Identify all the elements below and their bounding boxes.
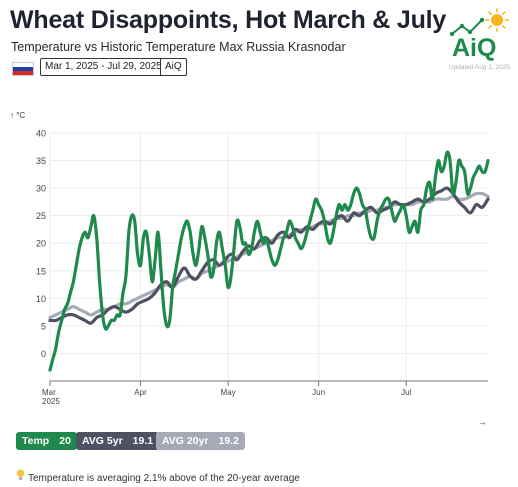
chart-series: [48, 150, 490, 372]
arrow-right-icon: →: [478, 417, 487, 427]
legend-temp-value: 20: [59, 435, 71, 447]
trend-line-icon: [451, 19, 483, 35]
x-tick-label: Jul: [401, 388, 411, 397]
y-tick-label: 25: [36, 211, 46, 221]
y-tick-label: 40: [36, 129, 46, 139]
date-range-chip[interactable]: Mar 1, 2025 - Jul 29, 2025: [40, 58, 167, 76]
legend-temp[interactable]: Temp 20: [16, 432, 77, 450]
x-tick-label: Mar: [42, 388, 56, 397]
x-tick-label: May: [221, 388, 236, 397]
y-tick-label: 35: [36, 156, 46, 166]
y-tick-label: 5: [41, 321, 46, 331]
y-axis-label: ↑ °C: [10, 111, 25, 120]
y-tick-label: 10: [36, 294, 46, 304]
lightbulb-icon: [16, 469, 25, 484]
y-tick-label: 20: [36, 239, 46, 249]
y-tick-label: 0: [41, 349, 46, 359]
legend-avg-5yr[interactable]: AVG 5yr 19.1: [76, 432, 160, 450]
page-title: Wheat Disappoints, Hot March & July: [10, 6, 447, 34]
insight-note-text: Temperature is averaging 2.1% above of t…: [28, 473, 300, 484]
aiq-logo: AiQ: [449, 8, 509, 62]
y-tick-label: 30: [36, 184, 46, 194]
legend-avg-5yr-label: AVG 5yr: [82, 435, 123, 447]
x-tick-label: Jun: [312, 388, 325, 397]
chart-grid: [49, 132, 488, 381]
series-line-avg-5yr: [48, 186, 490, 325]
y-tick-label: 15: [36, 266, 46, 276]
updated-date: Updated Aug 1, 2025: [448, 64, 510, 71]
russia-flag-icon: [12, 62, 34, 76]
page-subtitle: Temperature vs Historic Temperature Max …: [11, 40, 346, 54]
insight-note: Temperature is averaging 2.1% above of t…: [16, 469, 300, 484]
logo-text: AiQ: [452, 34, 496, 62]
legend-avg-20yr-value: 19.2: [218, 435, 239, 447]
legend-avg-20yr[interactable]: AVG 20yr 19.2: [156, 432, 245, 450]
sun-icon: [485, 8, 509, 32]
legend-avg-5yr-value: 19.1: [132, 435, 154, 447]
series-line-temp: [48, 150, 490, 372]
source-chip[interactable]: AiQ: [160, 58, 187, 76]
legend-avg-20yr-label: AVG 20yr: [162, 435, 209, 447]
series-line-avg-20yr: [48, 191, 490, 320]
legend-temp-label: Temp: [22, 435, 50, 447]
x-tick-label: Apr: [134, 388, 147, 397]
x-tick-sublabel: 2025: [42, 397, 60, 406]
